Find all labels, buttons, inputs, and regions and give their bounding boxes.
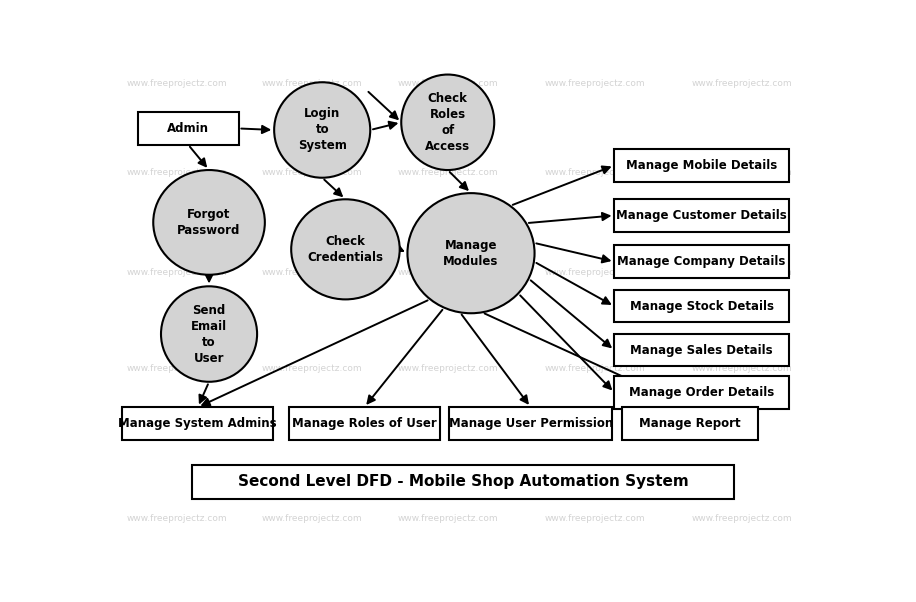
- Text: Manage Customer Details: Manage Customer Details: [616, 209, 787, 222]
- Text: www.freeprojectz.com: www.freeprojectz.com: [545, 514, 645, 523]
- Text: Check
Roles
of
Access: Check Roles of Access: [425, 92, 470, 153]
- FancyBboxPatch shape: [615, 376, 789, 409]
- FancyBboxPatch shape: [615, 290, 789, 323]
- Text: Manage Roles of User: Manage Roles of User: [292, 417, 437, 430]
- Text: www.freeprojectz.com: www.freeprojectz.com: [398, 168, 498, 177]
- Text: www.freeprojectz.com: www.freeprojectz.com: [692, 268, 792, 277]
- FancyBboxPatch shape: [622, 407, 758, 439]
- Text: Login
to
System: Login to System: [298, 108, 346, 152]
- Text: Manage Report: Manage Report: [639, 417, 741, 430]
- Text: www.freeprojectz.com: www.freeprojectz.com: [545, 79, 645, 88]
- Text: www.freeprojectz.com: www.freeprojectz.com: [545, 168, 645, 177]
- Text: Manage Stock Details: Manage Stock Details: [629, 300, 774, 313]
- Text: www.freeprojectz.com: www.freeprojectz.com: [262, 514, 363, 523]
- Text: Manage Company Details: Manage Company Details: [617, 255, 786, 268]
- FancyBboxPatch shape: [615, 246, 789, 278]
- Text: Admin: Admin: [167, 122, 209, 135]
- Text: Check
Credentials: Check Credentials: [308, 235, 384, 264]
- Text: www.freeprojectz.com: www.freeprojectz.com: [126, 168, 227, 177]
- Ellipse shape: [291, 199, 399, 299]
- FancyBboxPatch shape: [192, 465, 735, 499]
- Text: Manage
Modules: Manage Modules: [443, 238, 498, 268]
- FancyBboxPatch shape: [615, 149, 789, 182]
- Text: www.freeprojectz.com: www.freeprojectz.com: [126, 364, 227, 373]
- Text: www.freeprojectz.com: www.freeprojectz.com: [692, 364, 792, 373]
- Text: www.freeprojectz.com: www.freeprojectz.com: [398, 268, 498, 277]
- Text: www.freeprojectz.com: www.freeprojectz.com: [398, 79, 498, 88]
- Text: www.freeprojectz.com: www.freeprojectz.com: [545, 364, 645, 373]
- Text: www.freeprojectz.com: www.freeprojectz.com: [126, 79, 227, 88]
- Text: www.freeprojectz.com: www.freeprojectz.com: [545, 268, 645, 277]
- FancyBboxPatch shape: [615, 199, 789, 232]
- Text: www.freeprojectz.com: www.freeprojectz.com: [692, 79, 792, 88]
- Text: Send
Email
to
User: Send Email to User: [191, 303, 227, 365]
- Text: Manage User Permission: Manage User Permission: [449, 417, 613, 430]
- Text: www.freeprojectz.com: www.freeprojectz.com: [262, 364, 363, 373]
- Text: Forgot
Password: Forgot Password: [178, 208, 241, 237]
- Text: Manage System Admins: Manage System Admins: [118, 417, 278, 430]
- FancyBboxPatch shape: [289, 407, 440, 439]
- FancyBboxPatch shape: [450, 407, 612, 439]
- Text: www.freeprojectz.com: www.freeprojectz.com: [262, 79, 363, 88]
- Text: www.freeprojectz.com: www.freeprojectz.com: [692, 514, 792, 523]
- FancyBboxPatch shape: [137, 113, 238, 144]
- Text: Manage Mobile Details: Manage Mobile Details: [626, 159, 777, 172]
- Ellipse shape: [408, 193, 535, 313]
- Text: www.freeprojectz.com: www.freeprojectz.com: [398, 364, 498, 373]
- Ellipse shape: [161, 287, 257, 382]
- Ellipse shape: [401, 75, 495, 170]
- Ellipse shape: [274, 82, 370, 178]
- Ellipse shape: [153, 170, 265, 275]
- FancyBboxPatch shape: [122, 407, 273, 439]
- Text: www.freeprojectz.com: www.freeprojectz.com: [398, 514, 498, 523]
- Text: www.freeprojectz.com: www.freeprojectz.com: [262, 168, 363, 177]
- Text: www.freeprojectz.com: www.freeprojectz.com: [126, 514, 227, 523]
- Text: Second Level DFD - Mobile Shop Automation System: Second Level DFD - Mobile Shop Automatio…: [238, 474, 689, 489]
- Text: www.freeprojectz.com: www.freeprojectz.com: [692, 168, 792, 177]
- Text: Manage Order Details: Manage Order Details: [629, 386, 774, 399]
- Text: www.freeprojectz.com: www.freeprojectz.com: [262, 268, 363, 277]
- FancyBboxPatch shape: [615, 334, 789, 367]
- Text: Manage Sales Details: Manage Sales Details: [630, 344, 773, 357]
- Text: www.freeprojectz.com: www.freeprojectz.com: [126, 268, 227, 277]
